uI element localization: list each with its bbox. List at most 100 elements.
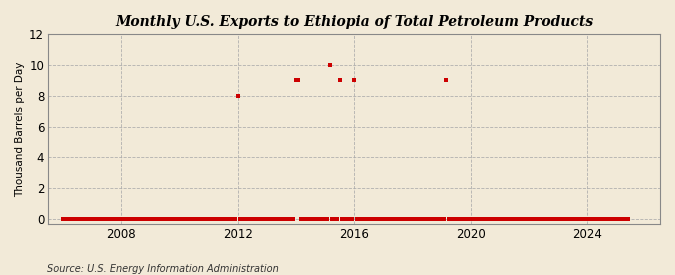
- Point: [138, 217, 148, 221]
- Point: [256, 217, 267, 221]
- Point: [565, 217, 576, 221]
- Point: [567, 217, 578, 221]
- Point: [317, 217, 328, 221]
- Point: [62, 217, 73, 221]
- Point: [176, 217, 187, 221]
- Point: [123, 217, 134, 221]
- Point: [368, 217, 379, 221]
- Point: [465, 217, 476, 221]
- Point: [135, 217, 146, 221]
- Point: [416, 217, 427, 221]
- Point: [574, 217, 585, 221]
- Point: [128, 217, 138, 221]
- Point: [548, 217, 559, 221]
- Point: [194, 217, 205, 221]
- Point: [162, 217, 173, 221]
- Point: [524, 217, 535, 221]
- Point: [196, 217, 207, 221]
- Point: [155, 217, 165, 221]
- Point: [115, 217, 126, 221]
- Point: [385, 217, 396, 221]
- Point: [356, 217, 367, 221]
- Point: [603, 217, 614, 221]
- Point: [101, 217, 112, 221]
- Point: [232, 94, 243, 98]
- Point: [531, 217, 541, 221]
- Point: [441, 78, 452, 83]
- Point: [431, 217, 442, 221]
- Point: [363, 217, 374, 221]
- Point: [434, 217, 445, 221]
- Point: [184, 217, 194, 221]
- Point: [536, 217, 547, 221]
- Point: [533, 217, 544, 221]
- Point: [494, 217, 505, 221]
- Point: [358, 217, 369, 221]
- Point: [99, 217, 109, 221]
- Point: [453, 217, 464, 221]
- Point: [206, 217, 217, 221]
- Point: [174, 217, 185, 221]
- Point: [346, 217, 357, 221]
- Point: [354, 217, 364, 221]
- Point: [594, 217, 605, 221]
- Point: [223, 217, 234, 221]
- Point: [147, 217, 158, 221]
- Point: [220, 217, 231, 221]
- Point: [601, 217, 612, 221]
- Point: [286, 217, 296, 221]
- Point: [74, 217, 85, 221]
- Point: [555, 217, 566, 221]
- Point: [305, 217, 316, 221]
- Point: [86, 217, 97, 221]
- Point: [395, 217, 406, 221]
- Point: [179, 217, 190, 221]
- Point: [111, 217, 122, 221]
- Point: [145, 217, 156, 221]
- Point: [259, 217, 270, 221]
- Point: [468, 217, 479, 221]
- Point: [460, 217, 471, 221]
- Point: [213, 217, 223, 221]
- Point: [516, 217, 527, 221]
- Point: [188, 217, 199, 221]
- Point: [276, 217, 287, 221]
- Point: [392, 217, 403, 221]
- Point: [334, 78, 345, 83]
- Point: [186, 217, 197, 221]
- Point: [458, 217, 469, 221]
- Point: [278, 217, 289, 221]
- Point: [269, 217, 279, 221]
- Point: [558, 217, 568, 221]
- Point: [344, 217, 354, 221]
- Point: [378, 217, 389, 221]
- Point: [550, 217, 561, 221]
- Point: [402, 217, 413, 221]
- Point: [380, 217, 391, 221]
- Point: [398, 217, 408, 221]
- Point: [315, 217, 325, 221]
- Point: [60, 217, 71, 221]
- Point: [313, 217, 323, 221]
- Point: [526, 217, 537, 221]
- Point: [553, 217, 564, 221]
- Point: [167, 217, 178, 221]
- Point: [266, 217, 277, 221]
- Point: [150, 217, 161, 221]
- Point: [169, 217, 180, 221]
- Point: [57, 217, 68, 221]
- Point: [152, 217, 163, 221]
- Y-axis label: Thousand Barrels per Day: Thousand Barrels per Day: [15, 61, 25, 197]
- Point: [582, 217, 593, 221]
- Point: [412, 217, 423, 221]
- Title: Monthly U.S. Exports to Ethiopia of Total Petroleum Products: Monthly U.S. Exports to Ethiopia of Tota…: [115, 15, 593, 29]
- Point: [290, 78, 301, 83]
- Point: [284, 217, 294, 221]
- Point: [439, 217, 450, 221]
- Point: [475, 217, 486, 221]
- Point: [80, 217, 90, 221]
- Point: [211, 217, 221, 221]
- Point: [113, 217, 124, 221]
- Point: [264, 217, 275, 221]
- Point: [477, 217, 488, 221]
